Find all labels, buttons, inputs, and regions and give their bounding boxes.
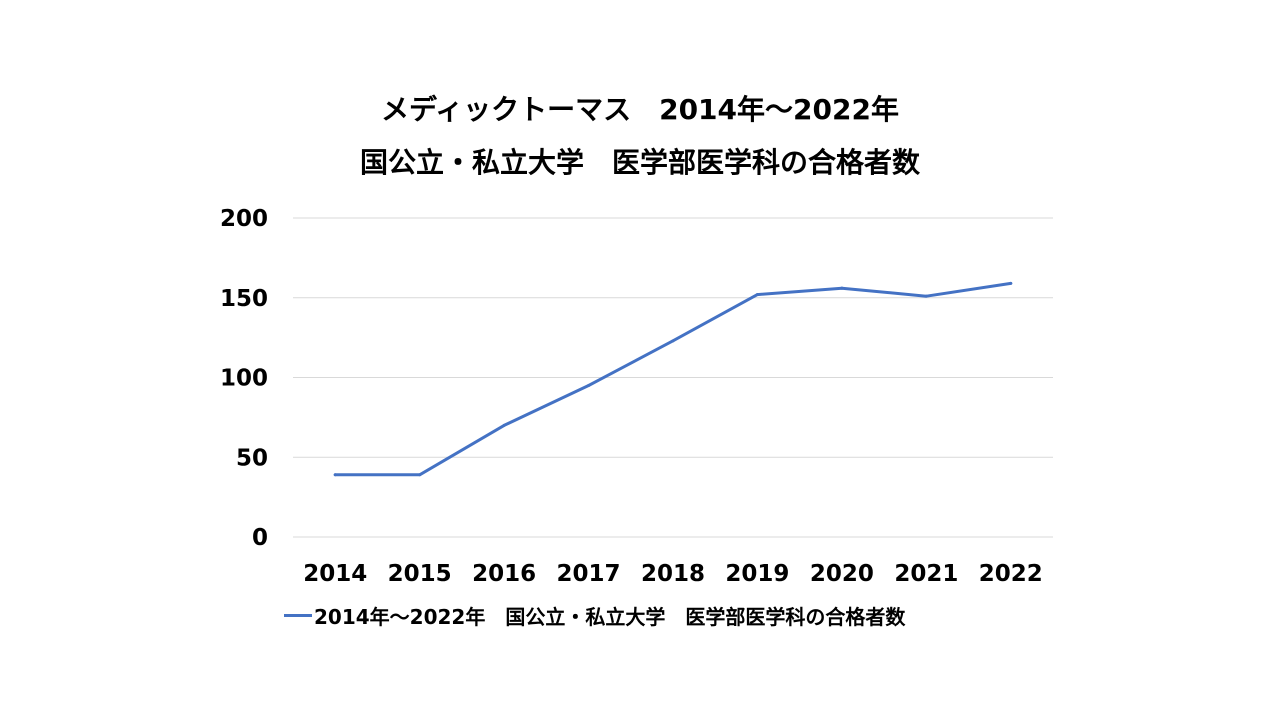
series-layer <box>333 281 1013 477</box>
legend-swatch <box>284 613 312 617</box>
x-tick-label-2020: 2020 <box>810 561 874 587</box>
y-tick-label-0: 0 <box>252 525 268 551</box>
chart-title-line-2: 国公立・私立大学 医学部医学科の合格者数 <box>359 146 920 179</box>
x-tick-label-2019: 2019 <box>725 561 789 587</box>
y-tick-label-100: 100 <box>220 366 268 392</box>
y-tick-label-50: 50 <box>236 445 268 471</box>
data-point-2021 <box>924 294 928 298</box>
series-line-0 <box>333 281 1013 477</box>
data-point-2017 <box>587 383 591 387</box>
data-point-2020 <box>840 286 844 290</box>
x-tick-label-2014: 2014 <box>303 561 367 587</box>
x-tick-label-2021: 2021 <box>894 561 958 587</box>
x-tick-label-2022: 2022 <box>979 561 1043 587</box>
data-point-2016 <box>502 423 506 427</box>
y-tick-label-200: 200 <box>220 206 268 232</box>
legend-label: 2014年～2022年 国公立・私立大学 医学部医学科の合格者数 <box>314 604 906 629</box>
x-tick-label-2017: 2017 <box>557 561 621 587</box>
data-point-2022 <box>1009 281 1013 285</box>
data-point-2018 <box>671 339 675 343</box>
x-tick-label-2016: 2016 <box>472 561 536 587</box>
data-point-2015 <box>418 473 422 477</box>
x-tick-label-2018: 2018 <box>641 561 705 587</box>
chart-title-line-1: メディックトーマス 2014年～2022年 <box>381 93 899 126</box>
data-point-2014 <box>333 473 337 477</box>
gridlines <box>293 217 1053 538</box>
y-tick-label-150: 150 <box>220 286 268 312</box>
data-point-2019 <box>755 293 759 297</box>
x-axis-ticks: 2014 2015 2016 2017 2018 2019 2020 2021 2022 <box>303 561 1043 587</box>
y-axis-ticks: 0 50 100 150 200 <box>220 206 268 551</box>
legend: 2014年～2022年 国公立・私立大学 医学部医学科の合格者数 <box>284 600 905 630</box>
x-tick-label-2015: 2015 <box>388 561 452 587</box>
